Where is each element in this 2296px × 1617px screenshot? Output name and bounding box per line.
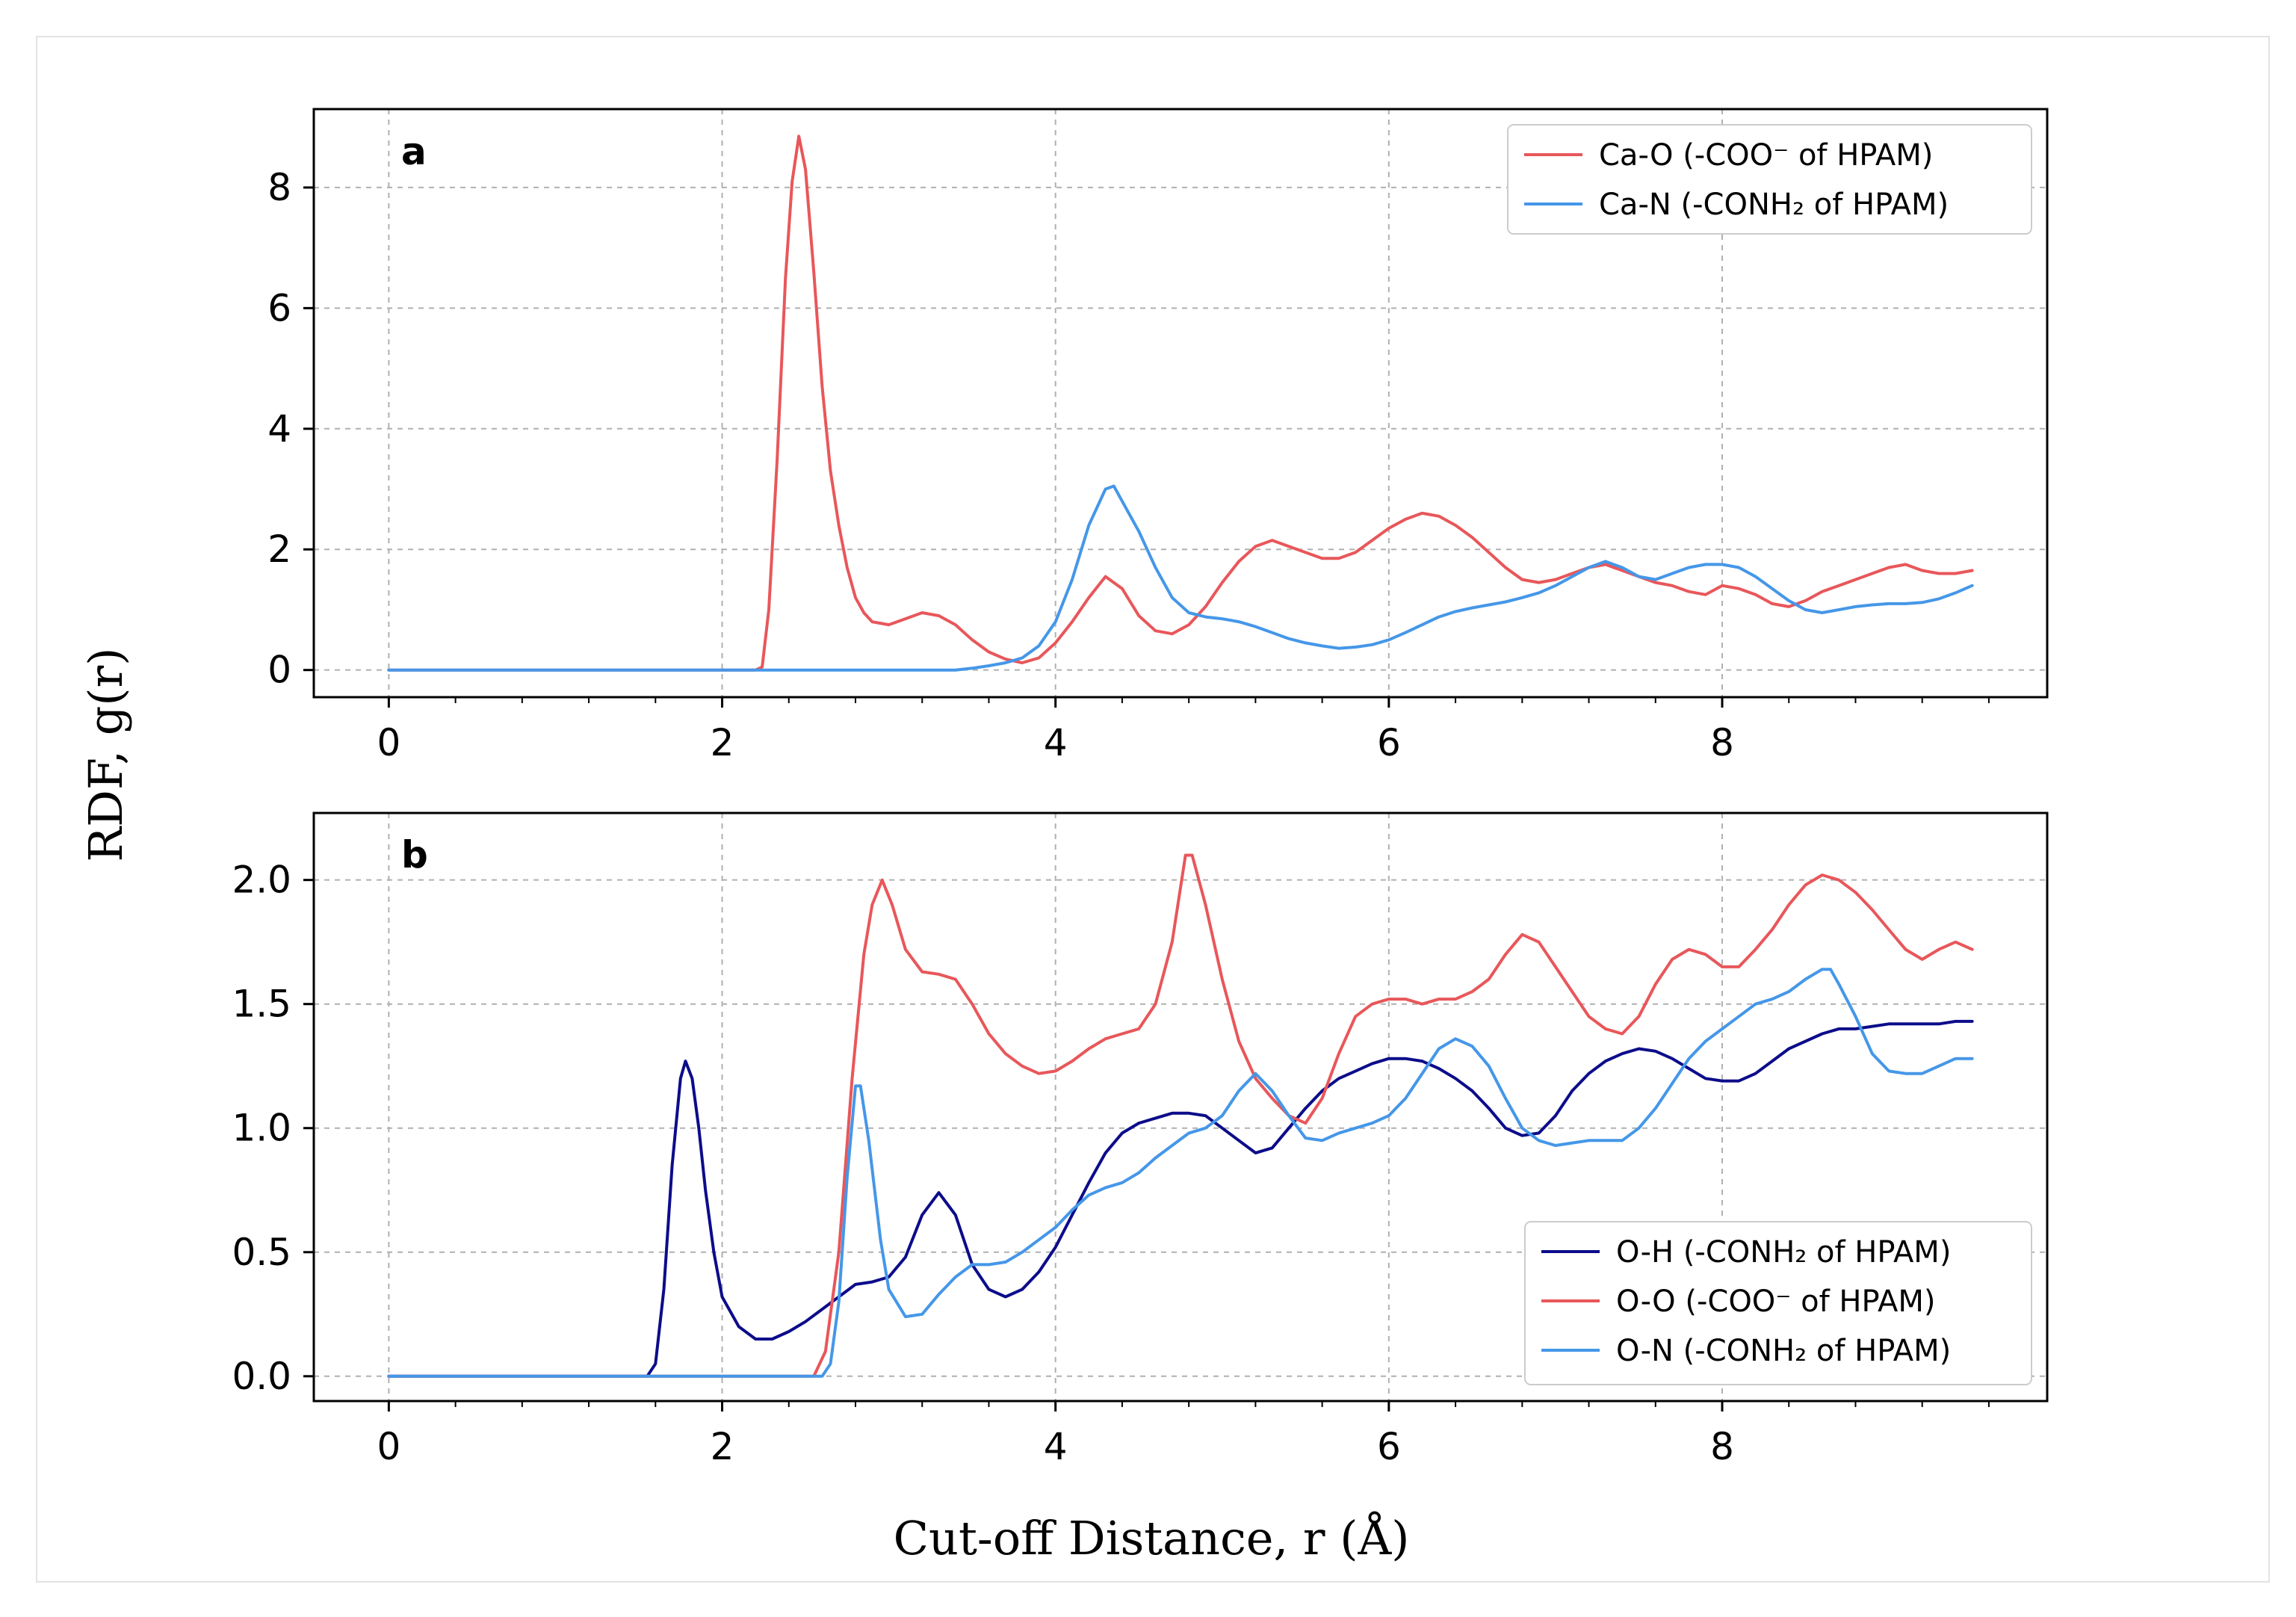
y-tick-label-b-3: 1.5 xyxy=(232,983,291,1026)
x-tick-label-b-0: 0 xyxy=(377,1425,400,1468)
y-tick-label-a-4: 8 xyxy=(267,166,291,209)
legend-b: O-H (-CONH₂ of HPAM) O-O (-COO⁻ of HPAM) O… xyxy=(1524,1221,2032,1385)
legend-label-a-0: Ca-O (-COO⁻ of HPAM) xyxy=(1599,138,1933,173)
series-line-b-2 xyxy=(387,968,1974,1378)
y-tick-label-a-3: 6 xyxy=(267,286,291,330)
series-line-a-1 xyxy=(387,484,1974,672)
x-tick-label-b-3: 6 xyxy=(1377,1425,1401,1468)
series-line-a-0 xyxy=(387,135,1974,672)
x-tick-label-b-1: 2 xyxy=(711,1425,734,1468)
legend-box-b xyxy=(1524,1221,2032,1385)
panel-b: 0 2 4 6 8 0.0 0.5 1.0 1.5 2.0 b O-H (-CONH₂ of HPAM… xyxy=(232,811,2049,1468)
x-tick-label-a-0: 0 xyxy=(377,721,400,764)
plot-frame-a xyxy=(312,108,2049,699)
legend-label-b-2: O-N (-CONH₂ of HPAM) xyxy=(1616,1334,1951,1368)
legend-box-a xyxy=(1507,124,2032,235)
x-tick-label-a-3: 6 xyxy=(1377,721,1401,764)
x-tick-label-a-2: 4 xyxy=(1044,721,1068,764)
y-tick-label-b-4: 2.0 xyxy=(232,859,291,902)
y-tick-label-b-1: 0.5 xyxy=(232,1231,291,1274)
panel-letter-a: a xyxy=(401,130,427,173)
y-tick-label-a-1: 2 xyxy=(267,528,291,571)
y-tick-label-a-0: 0 xyxy=(267,649,291,692)
legend-label-b-0: O-H (-CONH₂ of HPAM) xyxy=(1616,1235,1951,1270)
x-axis-title: Cut-off Distance, r (Å) xyxy=(894,1511,1410,1565)
legend-a: Ca-O (-COO⁻ of HPAM) Ca-N (-CONH₂ of HPAM… xyxy=(1507,124,2032,235)
y-tick-label-b-0: 0.0 xyxy=(232,1355,291,1398)
plot-frame-b xyxy=(312,811,2049,1403)
panel-letter-b: b xyxy=(401,833,428,876)
panel-a: 0 2 4 6 8 0 2 4 6 8 a Ca-O (-COO⁻ of HPAM) Ca-N (-CO… xyxy=(267,108,2049,764)
legend-label-a-1: Ca-N (-CONH₂ of HPAM) xyxy=(1599,188,1949,222)
x-tick-label-b-2: 4 xyxy=(1044,1425,1068,1468)
series-line-b-0 xyxy=(387,1019,1974,1378)
x-tick-label-a-4: 8 xyxy=(1710,721,1734,764)
y-tick-label-b-2: 1.0 xyxy=(232,1107,291,1150)
y-axis-title: RDF, g(r) xyxy=(78,648,133,862)
y-tick-label-a-2: 4 xyxy=(267,407,291,451)
x-tick-label-b-4: 8 xyxy=(1710,1425,1734,1468)
x-tick-label-a-1: 2 xyxy=(711,721,734,764)
series-line-b-1 xyxy=(387,853,1974,1378)
legend-label-b-1: O-O (-COO⁻ of HPAM) xyxy=(1616,1284,1936,1319)
